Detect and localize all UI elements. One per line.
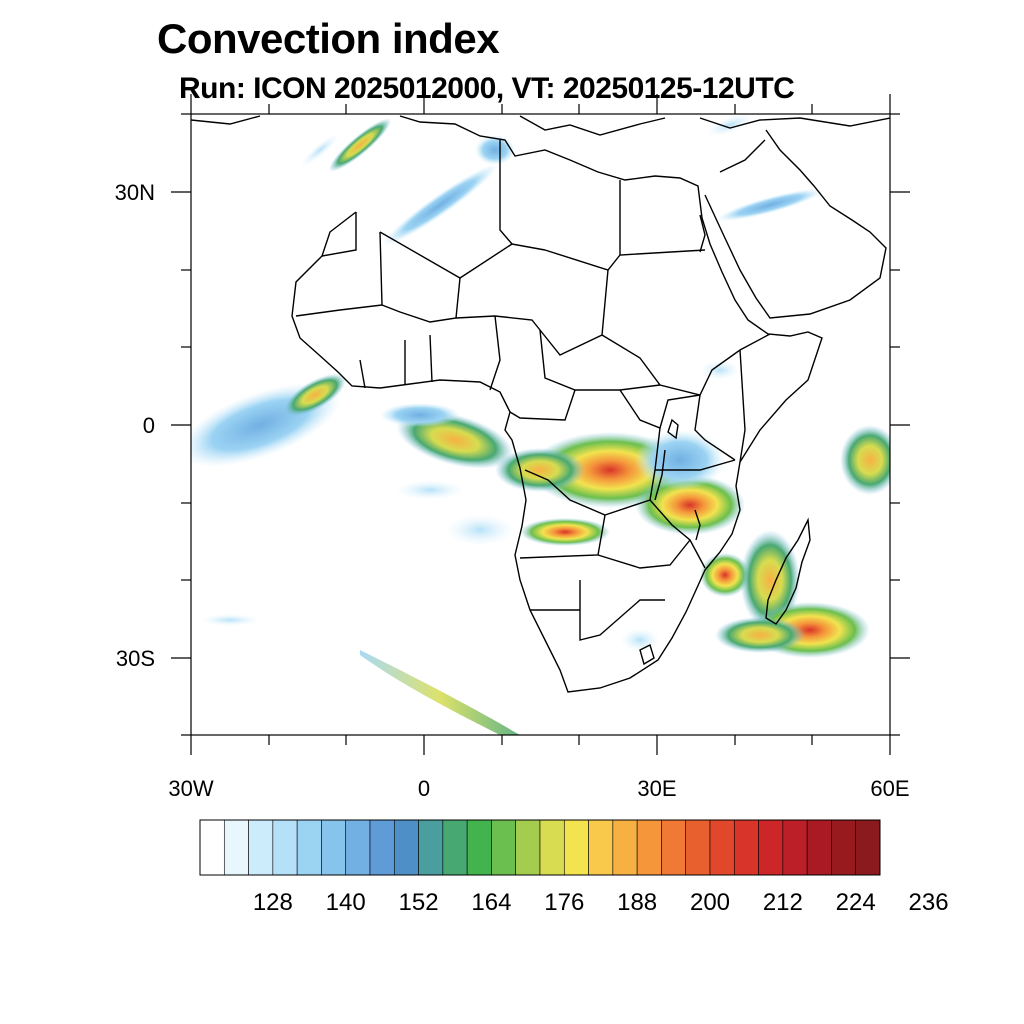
colorbar-swatch [491, 819, 517, 876]
colorbar-label: 128 [252, 889, 293, 916]
colorbar-swatch [855, 819, 881, 876]
colorbar-swatch [831, 819, 857, 876]
lon-label-30w: 30W [168, 776, 214, 801]
colorbar-swatch [539, 819, 565, 876]
colorbar-swatch [758, 819, 784, 876]
lat-label-0: 0 [142, 413, 155, 438]
colorbar-label: 140 [325, 889, 366, 916]
lon-label-30e: 30E [637, 776, 677, 801]
colorbar-swatch [418, 819, 444, 876]
colorbar-label: 164 [471, 889, 512, 916]
convection-field [191, 114, 890, 735]
map-title: Convection index [157, 15, 500, 62]
arabia-coastline [704, 129, 887, 319]
lat-label-30s: 30S [115, 646, 155, 671]
colorbar-swatch [466, 819, 492, 876]
colorbar-swatch [806, 819, 832, 876]
colorbar-swatch [685, 819, 711, 876]
colorbar-label: 152 [398, 889, 439, 916]
colorbar-swatch [296, 819, 322, 876]
colorbar-label: 176 [544, 889, 585, 916]
colorbar-swatch [369, 819, 395, 876]
colorbar-swatch [515, 819, 541, 876]
colorbar-swatch [345, 819, 371, 876]
colorbar-outline [199, 819, 881, 876]
colorbar-swatch [272, 819, 298, 876]
axis-ticks [171, 94, 910, 755]
colorbar-label: 224 [835, 889, 876, 916]
colorbar-swatch [442, 819, 468, 876]
colorbar-swatch [636, 819, 662, 876]
madagascar-coastline [765, 517, 811, 625]
colorbar-label: 212 [762, 889, 803, 916]
colorbar [199, 819, 881, 876]
colorbar-swatch [588, 819, 614, 876]
colorbar-label: 200 [689, 889, 731, 916]
colorbar-swatch [733, 819, 759, 876]
colorbar-swatch [563, 819, 589, 876]
colorbar-swatch [782, 819, 808, 876]
map-subtitle: Run: ICON 2025012000, VT: 20250125-12UTC [179, 72, 795, 105]
colorbar-swatch [709, 819, 735, 876]
colorbar-swatch [248, 819, 274, 876]
colorbar-label: 188 [617, 889, 658, 916]
colorbar-swatch [199, 819, 225, 876]
colorbar-swatch [612, 819, 638, 876]
lon-label-0: 0 [417, 776, 431, 801]
colorbar-swatch [393, 819, 419, 876]
colorbar-label: 236 [908, 889, 949, 916]
colorbar-swatch [661, 819, 687, 876]
coastlines [191, 115, 890, 693]
lat-label-30n: 30N [114, 180, 155, 205]
colorbar-swatch [321, 819, 347, 876]
africa-coastline [291, 115, 823, 693]
colorbar-swatch [223, 819, 249, 876]
lon-label-60e: 60E [870, 776, 910, 801]
